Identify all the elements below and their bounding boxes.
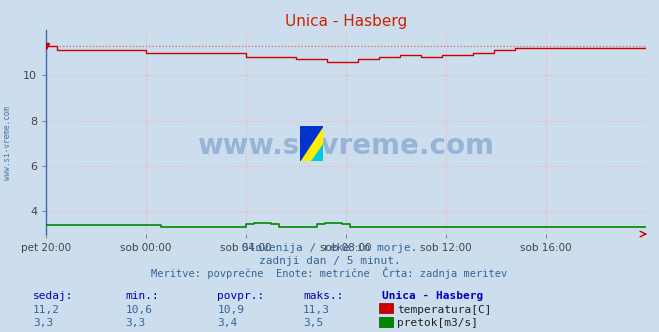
Text: min.:: min.:: [125, 291, 159, 301]
Text: temperatura[C]: temperatura[C]: [397, 305, 492, 315]
Text: Unica - Hasberg: Unica - Hasberg: [382, 291, 484, 301]
Text: maks.:: maks.:: [303, 291, 343, 301]
Text: Slovenija / reke in morje.: Slovenija / reke in morje.: [242, 243, 417, 253]
Text: zadnji dan / 5 minut.: zadnji dan / 5 minut.: [258, 256, 401, 266]
Text: 11,2: 11,2: [33, 305, 60, 315]
Text: 3,3: 3,3: [125, 318, 146, 328]
Text: Meritve: povprečne  Enote: metrične  Črta: zadnja meritev: Meritve: povprečne Enote: metrične Črta:…: [152, 267, 507, 279]
Title: Unica - Hasberg: Unica - Hasberg: [285, 14, 407, 29]
Text: 10,6: 10,6: [125, 305, 152, 315]
Text: www.si-vreme.com: www.si-vreme.com: [3, 106, 13, 180]
Text: 3,3: 3,3: [33, 318, 53, 328]
Polygon shape: [312, 143, 323, 161]
Text: sedaj:: sedaj:: [33, 291, 73, 301]
Text: 10,9: 10,9: [217, 305, 244, 315]
Polygon shape: [300, 126, 323, 161]
Text: pretok[m3/s]: pretok[m3/s]: [397, 318, 478, 328]
Text: 3,5: 3,5: [303, 318, 324, 328]
Text: povpr.:: povpr.:: [217, 291, 265, 301]
Polygon shape: [300, 126, 323, 161]
Text: 3,4: 3,4: [217, 318, 238, 328]
Text: www.si-vreme.com: www.si-vreme.com: [198, 132, 494, 160]
Text: 11,3: 11,3: [303, 305, 330, 315]
